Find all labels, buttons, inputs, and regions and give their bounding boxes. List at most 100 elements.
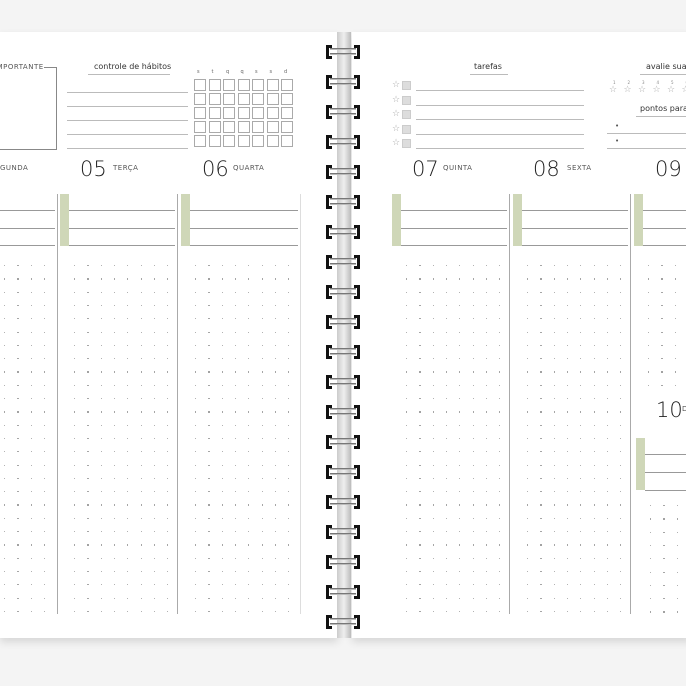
dot-grid-dot [445,358,448,360]
dot-grid-dot [566,584,569,586]
dot-grid-dot [580,464,582,466]
dot-grid-dot [43,437,46,440]
dot-grid-dot [648,291,650,293]
dot-grid-dot [432,584,434,586]
dot-grid-dot [485,371,488,373]
dot-grid-dot [676,531,678,533]
dot-grid-dot [553,424,555,426]
dot-grid-dot [208,437,210,440]
entry-line [645,454,686,455]
habit-checkbox [281,135,293,147]
dot-grid-dot [580,477,582,480]
dot-grid-dot [208,291,210,293]
habit-checkbox [266,107,279,119]
dot-grid-dot [195,610,197,613]
dot-grid-dot [74,544,76,546]
dot-grid-dot [74,451,76,453]
habit-line [67,92,188,93]
dot-grid-dot [472,371,474,373]
dot-grid-dot [527,384,529,386]
dot-grid-dot [288,491,290,493]
dot-grid-dot [100,318,102,320]
dot-grid-dot [499,451,501,453]
dot-grid-dot [195,331,197,333]
dot-grid-dot [540,398,542,400]
ring-binding [326,255,360,269]
habit-checkbox [194,93,206,105]
dot-grid-dot [140,597,142,599]
dot-grid-dot [499,424,501,426]
dot-grid-dot [140,451,142,453]
dot-grid-dot [167,584,169,586]
day-name-sunday: D [682,405,686,413]
dot-grid-dot [593,517,595,519]
dot-grid-dot [566,398,569,400]
dot-grid-dot [459,398,461,400]
accent-green-bar [392,194,401,246]
rating-number: 3 [642,80,645,85]
dot-grid-dot [553,304,555,307]
dot-grid-dot [472,437,474,440]
dot-grid-dot [540,291,542,293]
dot-grid-dot [593,424,595,426]
dot-grid-dot [650,611,652,613]
dot-grid-dot [87,331,89,333]
task-line [416,90,584,91]
task-line [416,119,584,120]
dot-grid-dot [167,597,169,599]
dot-grid-dot [553,358,555,360]
dot-grid-dot [30,358,32,360]
dot-grid-dot [620,291,622,293]
dot-grid-dot [472,411,474,413]
dot-grid-dot [127,398,129,400]
dot-grid-dot [74,358,76,360]
dot-grid-dot [527,491,529,493]
dot-grid-dot [113,517,116,519]
dot-grid-dot [459,318,461,320]
dot-grid-dot [540,384,542,386]
dot-grid-dot [167,278,169,280]
rating-number: 4 [656,80,660,85]
dot-grid-dot [419,371,421,373]
dot-grid-dot [100,384,102,386]
dot-grid-dot [167,531,169,533]
dot-grid-dot [43,491,46,493]
dot-grid-dot [140,384,142,386]
dot-grid-dot [208,557,210,559]
dot-grid-dot [288,437,290,440]
dot-grid-dot [4,331,6,333]
habit-checkbox [223,79,235,91]
dot-grid-dot [499,570,501,573]
dot-grid-dot [674,278,676,280]
dot-grid-dot [17,304,19,307]
dot-grid-dot [100,437,102,440]
dot-grid-dot [606,531,609,533]
dot-grid-dot [661,371,663,373]
dot-grid-dot [606,371,609,373]
dot-grid-dot [527,557,529,559]
dot-grid-dot [566,451,569,453]
dot-grid-dot [566,318,569,320]
dot-grid-dot [100,557,102,559]
dot-grid-dot [87,517,89,519]
dot-grid-dot [540,517,542,519]
dot-grid-dot [499,477,501,480]
dot-grid-dot [30,570,32,573]
dot-grid-dot [261,544,263,546]
dot-grid-dot [620,411,622,413]
dot-grid-dot [234,610,237,613]
dot-grid-dot [288,398,290,400]
dot-grid-dot [540,504,542,506]
dot-grid-dot [593,610,595,613]
dot-grid-dot [17,384,19,386]
dot-grid-dot [74,278,76,280]
dot-grid-dot [87,557,89,559]
dot-grid-dot [540,570,542,573]
dot-grid-dot [87,597,89,599]
dot-grid-dot [127,318,129,320]
habit-checkbox [266,135,279,147]
dot-grid-dot [499,584,501,586]
dot-grid-dot [606,318,609,320]
dot-grid-dot [676,505,678,507]
entry-line [401,228,507,229]
